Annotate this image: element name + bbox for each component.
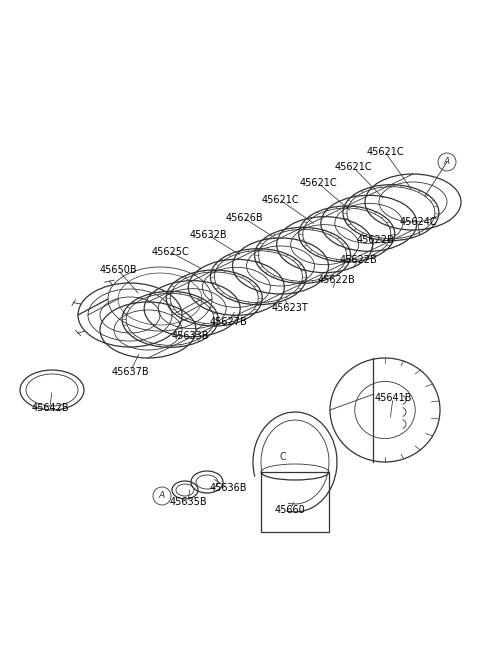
Text: 45622B: 45622B xyxy=(339,255,377,265)
Bar xyxy=(261,472,329,532)
Text: 45650B: 45650B xyxy=(99,265,137,275)
Text: 45632B: 45632B xyxy=(189,230,227,240)
Text: 45621C: 45621C xyxy=(334,162,372,172)
Text: 45642B: 45642B xyxy=(31,403,69,413)
Text: C: C xyxy=(280,452,287,462)
Text: 45625C: 45625C xyxy=(151,247,189,257)
Text: 45622B: 45622B xyxy=(356,235,394,245)
Text: 45641B: 45641B xyxy=(374,393,412,403)
Text: 45621C: 45621C xyxy=(366,147,404,157)
Text: 45623T: 45623T xyxy=(272,303,308,313)
Text: A: A xyxy=(444,157,450,166)
Text: 45635B: 45635B xyxy=(169,497,207,507)
Text: 45622B: 45622B xyxy=(317,275,355,285)
Text: 45621C: 45621C xyxy=(261,195,299,205)
Text: 45636B: 45636B xyxy=(209,483,247,493)
Text: 45660: 45660 xyxy=(275,505,305,515)
Text: 45633B: 45633B xyxy=(171,331,209,341)
Text: 45624C: 45624C xyxy=(399,217,437,227)
Text: 45637B: 45637B xyxy=(111,367,149,377)
Text: A: A xyxy=(159,491,165,500)
Text: 45627B: 45627B xyxy=(209,317,247,327)
Text: 45626B: 45626B xyxy=(225,213,263,223)
Text: 45621C: 45621C xyxy=(299,178,337,188)
